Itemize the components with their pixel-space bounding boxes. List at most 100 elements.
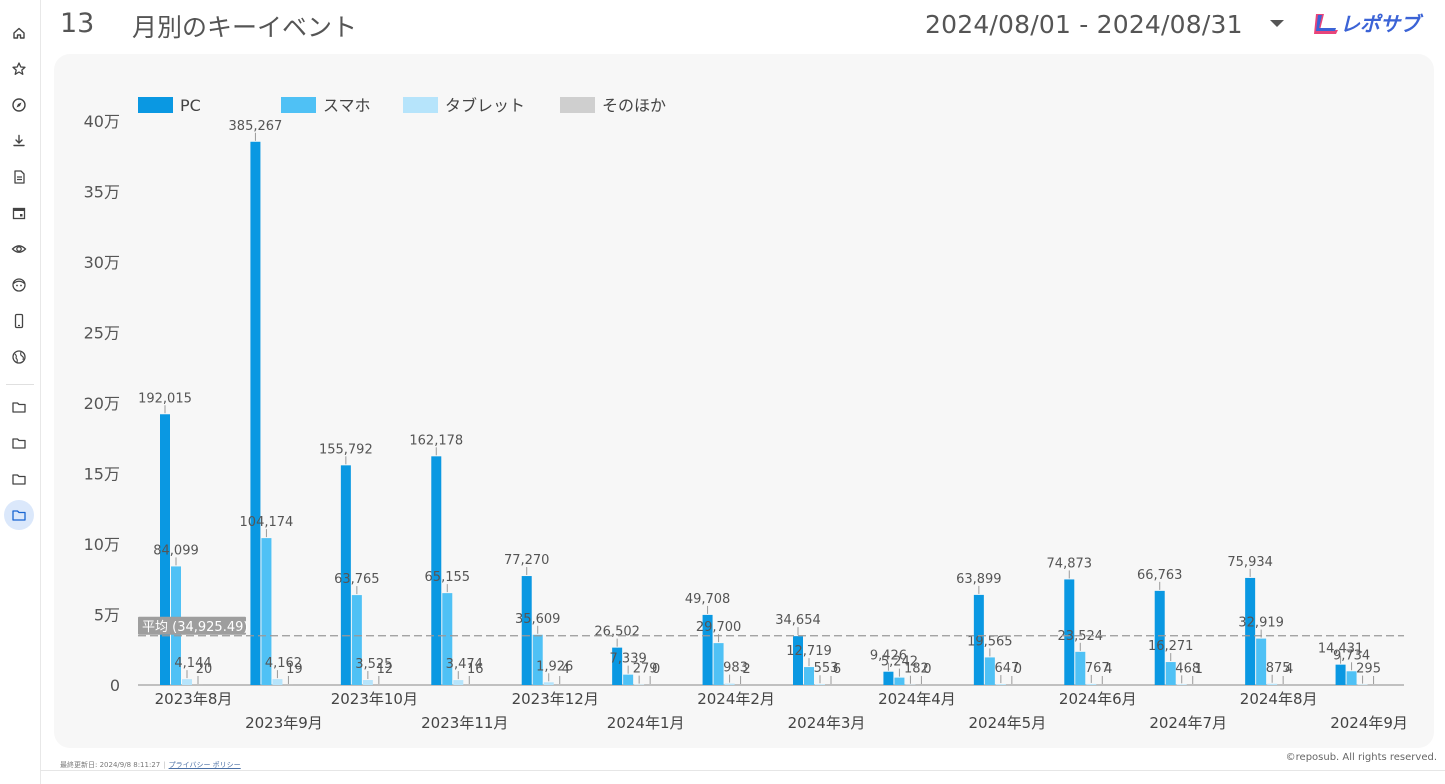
data-label-2-8: 12,719 xyxy=(786,644,832,659)
data-label-3-3: 3,525 xyxy=(355,657,392,672)
x-tick-label: 2024年2月 xyxy=(697,690,775,708)
bar-1-14 xyxy=(1335,664,1346,685)
bar-1-9 xyxy=(883,671,894,685)
bar-1-1 xyxy=(160,414,170,685)
bar-3-8 xyxy=(815,684,825,685)
data-label-2-10: 19,565 xyxy=(967,634,1013,649)
bar-2-12 xyxy=(1165,662,1176,685)
data-label-1-3: 155,792 xyxy=(319,442,373,457)
copyright: ©reposub. All rights reserved. xyxy=(1285,752,1437,763)
sidebar-item-document-4[interactable] xyxy=(4,162,34,192)
data-label-2-2: 104,174 xyxy=(240,515,294,530)
data-label-2-4: 65,155 xyxy=(425,570,471,585)
data-label-4-8: 6 xyxy=(833,662,841,677)
last-updated: 最終更新日: 2024/9/8 8:11:27 xyxy=(60,761,161,769)
x-tick-label: 2024年1月 xyxy=(607,714,685,732)
data-label-2-3: 63,765 xyxy=(334,572,380,587)
sidebar-item-home-0[interactable] xyxy=(4,18,34,48)
data-label-3-1: 4,144 xyxy=(174,656,211,671)
sidebar-item-eye-6[interactable] xyxy=(4,234,34,264)
legend-label-3: タブレット xyxy=(445,96,525,115)
data-label-4-10: 0 xyxy=(1014,662,1022,677)
data-label-3-14: 295 xyxy=(1356,662,1381,677)
average-label-bg xyxy=(138,616,246,635)
sidebar-item-star-1[interactable] xyxy=(4,54,34,84)
x-tick-label: 2024年5月 xyxy=(968,714,1046,732)
bar-2-3 xyxy=(351,595,362,685)
privacy-policy-link[interactable]: プライバシー ポリシー xyxy=(168,761,241,769)
bar-1-4 xyxy=(431,456,442,685)
data-label-3-2: 4,162 xyxy=(265,656,302,671)
chart-card: 0 5万 10万 15万 20万 25万 30万 35万 40万 PC スマホ タブレット そのほか 19… xyxy=(54,54,1434,748)
data-label-1-7: 49,708 xyxy=(685,592,731,607)
date-range-picker[interactable]: 2024/08/01 - 2024/08/31 xyxy=(925,10,1243,39)
bar-3-4 xyxy=(453,680,464,685)
sidebar-item-download-3[interactable] xyxy=(4,126,34,156)
x-tick-label: 2024年7月 xyxy=(1149,714,1227,732)
chevron-down-icon[interactable] xyxy=(1270,20,1284,27)
data-label-3-10: 647 xyxy=(994,661,1019,676)
bar-1-13 xyxy=(1245,577,1256,685)
bar-1-10 xyxy=(973,594,984,685)
legend-label-4: そのほか xyxy=(602,96,666,115)
data-label-2-6: 7,339 xyxy=(610,652,647,667)
data-label-4-4: 16 xyxy=(467,662,484,677)
bar-1-8 xyxy=(793,636,803,685)
bar-3-12 xyxy=(1176,684,1187,685)
data-label-3-12: 468 xyxy=(1175,661,1200,676)
data-label-4-13: 4 xyxy=(1285,662,1293,677)
data-label-3-6: 279 xyxy=(633,662,658,677)
bar-1-3 xyxy=(340,465,351,685)
data-label-3-11: 767 xyxy=(1085,661,1110,676)
calendar-icon xyxy=(12,207,26,220)
y-tick-label: 30万 xyxy=(84,253,120,272)
data-label-1-8: 34,654 xyxy=(775,613,821,628)
bar-3-5 xyxy=(543,682,554,685)
bar-2-4 xyxy=(442,593,453,685)
bottom-divider xyxy=(40,770,1445,771)
data-label-2-7: 29,700 xyxy=(696,620,742,635)
legend-swatch-1 xyxy=(138,97,173,113)
logo-shape xyxy=(1316,15,1336,31)
bar-3-13 xyxy=(1267,683,1278,685)
x-tick-label: 2023年12月 xyxy=(512,690,599,708)
data-label-2-5: 35,609 xyxy=(515,612,561,627)
footer-separator: | xyxy=(163,761,166,769)
data-label-1-2: 385,267 xyxy=(229,119,283,134)
y-tick-label: 10万 xyxy=(84,535,120,554)
logo-text: レポサブ xyxy=(1340,12,1424,36)
data-label-4-7: 2 xyxy=(742,662,750,677)
bar-2-14 xyxy=(1346,671,1357,685)
y-tick-label: 35万 xyxy=(84,183,120,202)
sidebar-item-face-7[interactable] xyxy=(4,270,34,300)
x-tick-label: 2024年8月 xyxy=(1240,690,1318,708)
bar-1-5 xyxy=(521,576,532,685)
sidebar-item-folder-11[interactable] xyxy=(4,428,34,458)
sidebar-item-folder-13[interactable] xyxy=(4,500,34,530)
footer-left: 最終更新日: 2024/9/8 8:11:27 | プライバシー ポリシー xyxy=(60,760,241,770)
data-label-3-4: 3,474 xyxy=(446,657,483,672)
sidebar-item-compass-2[interactable] xyxy=(4,90,34,120)
sidebar-item-folder-12[interactable] xyxy=(4,464,34,494)
face-icon xyxy=(12,278,26,292)
data-label-1-1: 192,015 xyxy=(138,391,192,406)
x-tick-label: 2023年11月 xyxy=(421,714,508,732)
sidebar-item-globe-9[interactable] xyxy=(4,342,34,372)
x-tick-label: 2023年8月 xyxy=(155,690,233,708)
sidebar-item-folder-10[interactable] xyxy=(4,392,34,422)
home-icon xyxy=(13,27,25,39)
bar-2-8 xyxy=(804,667,814,685)
bar-1-6 xyxy=(612,647,623,685)
x-tick-label: 2023年9月 xyxy=(245,714,323,732)
sidebar-item-calendar-5[interactable] xyxy=(4,198,34,228)
x-tick-label: 2024年4月 xyxy=(878,690,956,708)
sidebar-item-smartphone-8[interactable] xyxy=(4,306,34,336)
x-tick-label: 2024年6月 xyxy=(1059,690,1137,708)
bar-2-2 xyxy=(261,538,272,685)
download-icon xyxy=(13,134,25,147)
bar-2-7 xyxy=(713,643,724,685)
bar-1-11 xyxy=(1064,579,1075,685)
data-label-1-5: 77,270 xyxy=(504,553,550,568)
bar-1-12 xyxy=(1154,590,1165,685)
